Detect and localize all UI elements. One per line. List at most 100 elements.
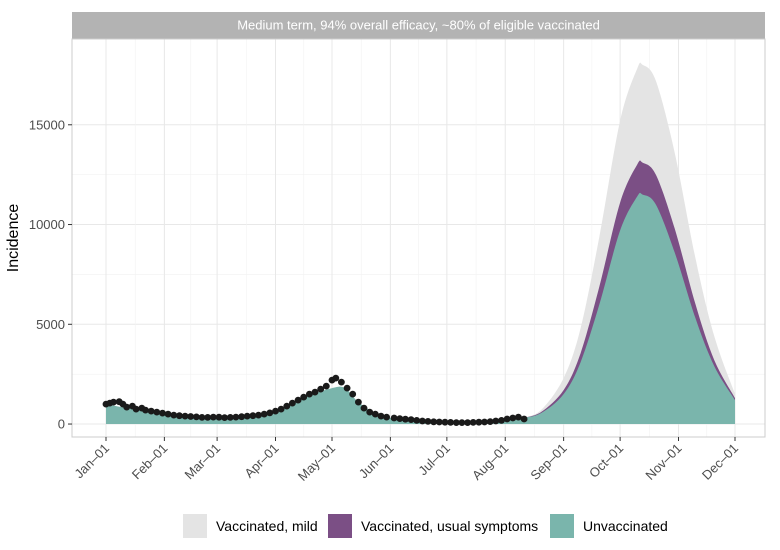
observed-point	[430, 418, 438, 426]
panel-strip-title: Medium term, 94% overall efficacy, ~80% …	[237, 18, 600, 33]
observed-point	[498, 417, 505, 424]
observed-point	[435, 418, 443, 426]
observed-point	[475, 418, 483, 426]
observed-point	[413, 417, 421, 424]
observed-point	[209, 413, 217, 421]
observed-point	[300, 393, 308, 401]
x-axis: Jan–01 Feb–01 Mar–01 Apr–01 May–01 Jun–01 Jul–…	[71, 437, 741, 484]
x-tick-label: Feb–01	[129, 441, 171, 483]
observed-point	[360, 404, 368, 412]
observed-point	[294, 396, 302, 404]
observed-point	[226, 414, 234, 421]
observed-point	[464, 419, 471, 426]
observed-point	[277, 405, 285, 413]
x-tick-label: May–01	[295, 441, 338, 484]
plot-border	[71, 38, 766, 438]
observed-point	[110, 398, 117, 406]
observed-point	[515, 413, 522, 421]
observed-point	[355, 398, 362, 406]
observed-point	[164, 410, 172, 418]
plot-panel	[71, 38, 766, 438]
y-tick-label: 0	[58, 417, 65, 432]
observed-point	[322, 382, 330, 390]
x-tick-label: Jun–01	[356, 441, 397, 482]
observed-point	[249, 412, 257, 420]
x-tick-label: Jul–01	[415, 441, 453, 479]
x-tick-label: Oct–01	[586, 441, 626, 481]
observed-point	[289, 399, 296, 407]
observed-point	[142, 406, 149, 414]
x-tick-label: Dec–01	[699, 441, 741, 483]
observed-point	[452, 419, 460, 426]
observed-point	[193, 413, 200, 421]
observed-point	[338, 378, 345, 386]
legend-label-unvaccinated: Unvaccinated	[583, 518, 668, 534]
observed-point	[255, 411, 262, 419]
observed-point	[159, 409, 166, 417]
observed-point	[407, 416, 415, 423]
observed-point	[447, 419, 454, 426]
observed-point	[266, 409, 274, 417]
observed-point	[238, 413, 246, 421]
observed-point	[509, 414, 517, 422]
observed-point	[187, 413, 195, 420]
y-tick-label: 15000	[29, 117, 65, 132]
x-tick-label: Jan–01	[71, 441, 112, 482]
observed-point	[232, 413, 240, 421]
observed-point	[343, 384, 351, 392]
observed-point	[349, 390, 357, 398]
observed-point	[221, 414, 229, 421]
panel-strip: Medium term, 94% overall efficacy, ~80% …	[72, 12, 765, 39]
x-tick-label: Sep–01	[527, 441, 569, 483]
observed-point	[181, 412, 189, 420]
observed-point	[371, 410, 379, 418]
observed-point	[503, 415, 511, 423]
observed-point	[243, 412, 251, 420]
observed-point	[283, 402, 291, 410]
observed-point	[492, 417, 500, 425]
observed-point	[402, 415, 409, 423]
x-tick-label: Apr–01	[241, 441, 281, 481]
observed-point	[396, 415, 404, 422]
legend: Vaccinated, mild Vaccinated, usual sympto…	[183, 514, 668, 538]
observed-point	[377, 412, 385, 420]
observed-point	[311, 388, 319, 396]
y-tick-label: 10000	[29, 217, 65, 232]
y-axis: 0 5000 10000 15000	[29, 117, 72, 432]
legend-swatch-vaccinated-mild	[183, 514, 207, 538]
observed-point	[383, 413, 390, 421]
observed-point	[215, 413, 223, 421]
observed-point	[170, 411, 178, 419]
x-tick-label: Nov–01	[642, 441, 684, 483]
series-areas	[106, 62, 735, 424]
observed-point	[317, 385, 325, 393]
observed-points	[102, 374, 528, 426]
area-unvaccinated	[106, 192, 735, 424]
grid	[72, 39, 765, 437]
observed-point	[332, 374, 340, 382]
observed-point	[176, 412, 183, 420]
observed-point	[147, 407, 155, 415]
legend-swatch-vaccinated-usual-symptoms	[328, 514, 352, 538]
legend-label-vaccinated-mild: Vaccinated, mild	[216, 518, 318, 534]
observed-point	[153, 408, 161, 416]
legend-label-vaccinated-usual-symptoms: Vaccinated, usual symptoms	[361, 518, 538, 534]
observed-point	[204, 414, 212, 421]
observed-point	[198, 414, 206, 421]
observed-point	[469, 419, 477, 426]
observed-point	[520, 415, 528, 423]
y-axis-title: Incidence	[5, 204, 22, 273]
observed-point	[419, 417, 426, 425]
observed-point	[132, 405, 140, 413]
observed-point	[123, 403, 131, 411]
observed-point	[390, 414, 398, 422]
observed-point	[458, 419, 466, 426]
panel-strip-bg	[72, 12, 765, 39]
observed-point	[424, 418, 432, 425]
observed-point	[260, 410, 268, 418]
observed-point	[272, 407, 279, 415]
observed-point	[366, 408, 374, 416]
observed-point	[481, 418, 488, 426]
y-tick-label: 5000	[36, 317, 65, 332]
x-tick-label: Aug–01	[469, 441, 511, 483]
